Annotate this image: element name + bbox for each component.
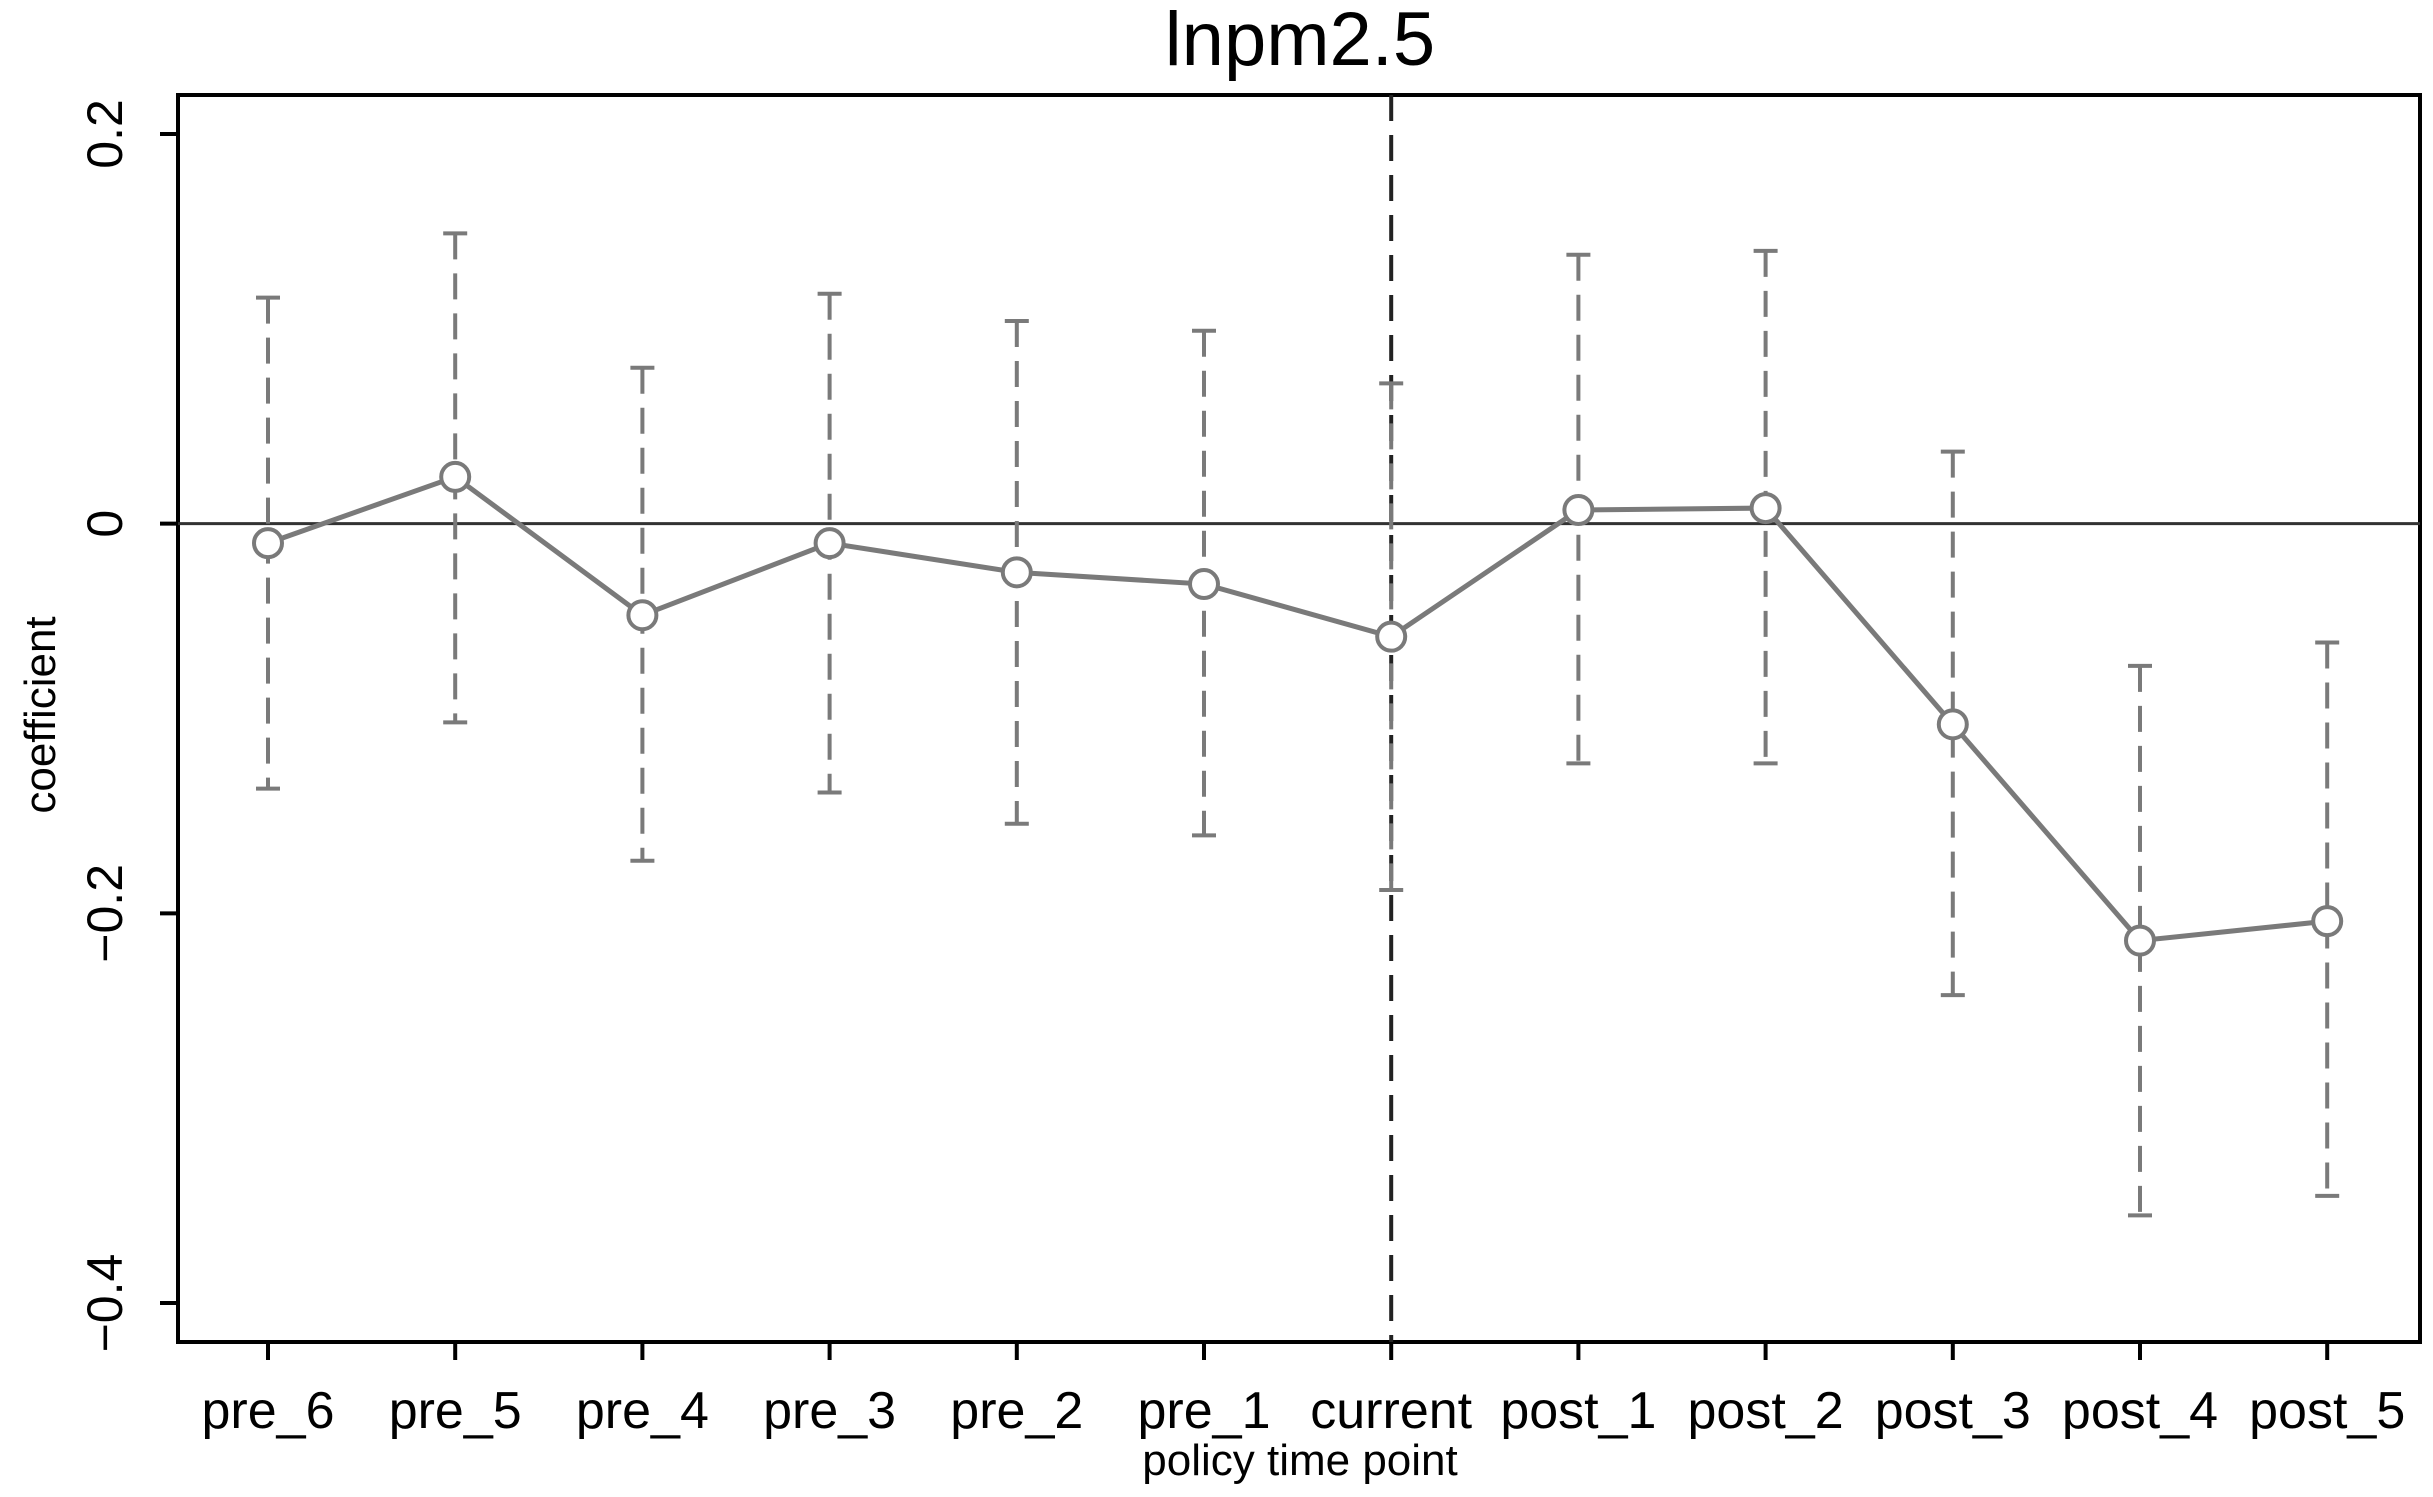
data-point [1749,492,1782,525]
y-tick-label: −0.4 [77,1254,133,1353]
data-point [626,599,659,632]
data-point [813,527,846,560]
y-axis: −0.4 −0.2 0 0.2 [77,99,178,1352]
x-tick-label: current [1310,1382,1472,1440]
x-tick-label: pre_2 [950,1382,1083,1440]
x-tick-label: post_4 [2062,1382,2218,1440]
x-axis-label: policy time point [1142,1436,1457,1485]
data-point [1000,556,1033,589]
x-tick-label: pre_4 [576,1382,709,1440]
x-tick-label: pre_3 [763,1382,896,1440]
data-point [252,527,284,560]
chart-title: lnpm2.5 [1165,0,1435,82]
data-point [1562,494,1595,527]
x-tick-label: pre_5 [389,1382,522,1440]
data-point [1936,708,1969,741]
data-point [1188,568,1220,601]
y-tick-label: 0.2 [77,99,133,169]
plot-frame [176,93,2422,1344]
data-point [439,460,472,493]
y-tick-label: −0.2 [77,864,133,963]
x-tick-label: post_3 [1875,1382,2031,1440]
x-tick-label: post_1 [1500,1382,1656,1440]
data-point [2311,905,2344,938]
y-tick-label: 0 [77,510,133,538]
coefficient-series [252,460,2344,957]
data-point [2124,924,2156,957]
confidence-intervals [256,231,2340,1218]
data-point [1375,620,1408,653]
x-axis: pre_6 pre_5 pre_4 pre_3 pre_2 pre_1 current pos… [202,1342,2405,1440]
y-axis-label: coefficient [16,616,65,813]
x-tick-label: post_2 [1688,1382,1844,1440]
x-tick-label: pre_6 [202,1382,335,1440]
x-tick-label: pre_1 [1138,1382,1271,1440]
x-tick-label: post_5 [2249,1382,2405,1440]
reference-lines [178,95,2420,1342]
series-line [267,474,2328,944]
